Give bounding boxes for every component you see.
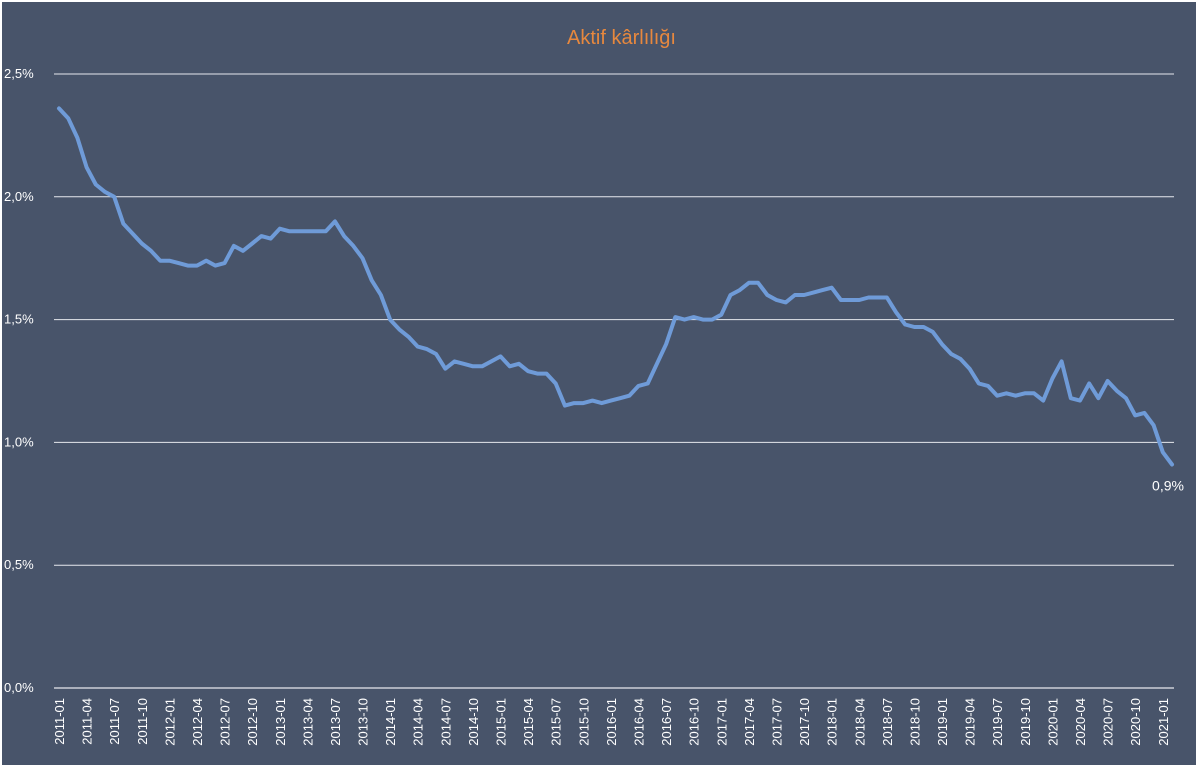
x-tick-label: 2018-07 [880,698,895,746]
y-tick-label: 1,5% [4,312,34,327]
x-tick-label: 2019-07 [990,698,1005,746]
x-tick-label: 2020-04 [1073,698,1088,746]
y-tick-label: 1,0% [4,434,34,449]
x-tick-label: 2015-10 [576,698,591,746]
series-line [57,106,1174,467]
x-axis-ticks: 2011-01 2011-04 2011-07 2011-10 2012-01 2012-… [52,698,1171,746]
x-tick-label: 2012-10 [245,698,260,746]
x-tick-label: 2017-07 [769,698,784,746]
x-tick-label: 2012-04 [190,698,205,746]
x-tick-label: 2011-10 [135,698,150,745]
chart-title: Aktif kârlılığı [567,27,676,49]
series-group [57,106,1174,467]
x-tick-label: 2020-10 [1128,698,1143,746]
x-tick-label: 2019-04 [963,698,978,746]
x-tick-label: 2020-07 [1101,698,1116,746]
x-tick-label: 2017-10 [797,698,812,746]
x-tick-label: 2017-04 [742,698,757,746]
x-tick-label: 2012-07 [218,698,233,746]
x-tick-label: 2011-07 [107,698,122,745]
x-tick-label: 2011-04 [80,698,95,745]
y-tick-label: 0,0% [4,680,34,695]
x-tick-label: 2014-10 [466,698,481,746]
x-tick-label: 2019-10 [1018,698,1033,746]
gridlines [54,73,1174,689]
x-tick-label: 2012-01 [162,698,177,746]
x-tick-label: 2017-01 [714,698,729,746]
x-tick-label: 2011-01 [52,698,67,745]
x-tick-label: 2016-07 [659,698,674,746]
y-tick-label: 2,5% [4,66,34,81]
x-tick-label: 2015-01 [494,698,509,746]
x-tick-label: 2018-04 [852,698,867,746]
x-tick-label: 2018-10 [907,698,922,746]
x-tick-label: 2020-01 [1045,698,1060,746]
x-tick-label: 2016-04 [631,698,646,746]
x-tick-label: 2015-07 [549,698,564,746]
x-tick-label: 2016-10 [687,698,702,746]
x-tick-label: 2013-07 [328,698,343,746]
y-tick-label: 2,0% [4,189,34,204]
data-label-last: 0,9% [1152,478,1184,494]
y-axis-ticks: 0,0% 0,5% 1,0% 1,5% 2,0% 2,5% [4,66,34,695]
annotations: 0,9% [1152,478,1184,494]
x-tick-label: 2015-04 [521,698,536,746]
x-tick-label: 2016-01 [604,698,619,746]
x-tick-label: 2013-04 [300,698,315,746]
x-tick-label: 2014-04 [411,698,426,746]
x-tick-label: 2018-01 [825,698,840,746]
x-tick-label: 2013-10 [356,698,371,746]
x-tick-label: 2021-01 [1156,698,1171,746]
x-tick-label: 2014-07 [438,698,453,746]
x-tick-label: 2014-01 [383,698,398,746]
x-tick-label: 2013-01 [273,698,288,746]
x-tick-label: 2019-01 [935,698,950,746]
y-tick-label: 0,5% [4,557,34,572]
